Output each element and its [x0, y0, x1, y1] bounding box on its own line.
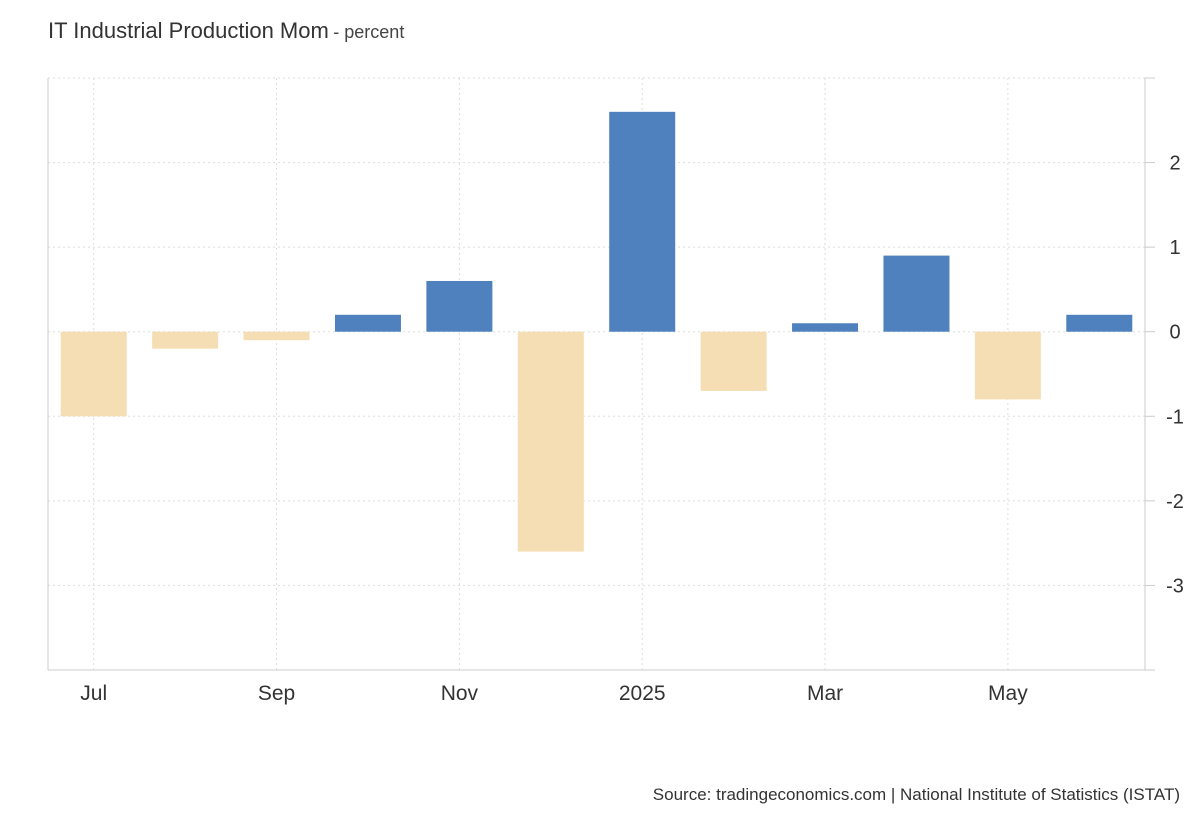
x-tick-label: Mar	[807, 682, 843, 705]
chart-subtitle: - percent	[333, 22, 405, 42]
x-tick-label: Jul	[80, 682, 107, 705]
bar-sep-2024	[334, 314, 401, 332]
y-tick-label: 2	[1169, 153, 1180, 175]
chart-title: IT Industrial Production Mom	[48, 18, 329, 43]
bar-oct-2024	[426, 280, 493, 332]
bar-aug-2024	[243, 331, 310, 341]
y-tick-label: -2	[1166, 491, 1184, 513]
bar-dec-2024	[609, 111, 676, 332]
bar-chart: -3 -2 -1 0 1 2 Jul Sep Nov 2025 Mar May	[47, 77, 1184, 705]
y-tick-label: 0	[1169, 322, 1180, 344]
bar-may-2025	[1066, 314, 1133, 332]
y-tick-label: 1	[1169, 237, 1180, 259]
y-tick-label: -1	[1166, 406, 1184, 428]
source-note: Source: tradingeconomics.com | National …	[652, 785, 1180, 804]
bar-apr-2025	[974, 331, 1041, 400]
x-tick-label: Nov	[441, 682, 479, 705]
y-tick-label: -3	[1166, 575, 1184, 597]
bar-jan-2025	[700, 331, 767, 391]
bar-mar-2025	[883, 255, 950, 332]
bar-feb-2025	[792, 323, 859, 332]
bar-nov-2024	[517, 331, 584, 552]
bar-jul-2024	[152, 331, 219, 349]
x-tick-label: May	[988, 682, 1028, 705]
x-tick-label: 2025	[619, 682, 666, 705]
chart-title-row: IT Industrial Production Mom - percent	[48, 18, 404, 44]
bar-jun-2024	[60, 331, 127, 417]
x-tick-label: Sep	[258, 682, 295, 705]
